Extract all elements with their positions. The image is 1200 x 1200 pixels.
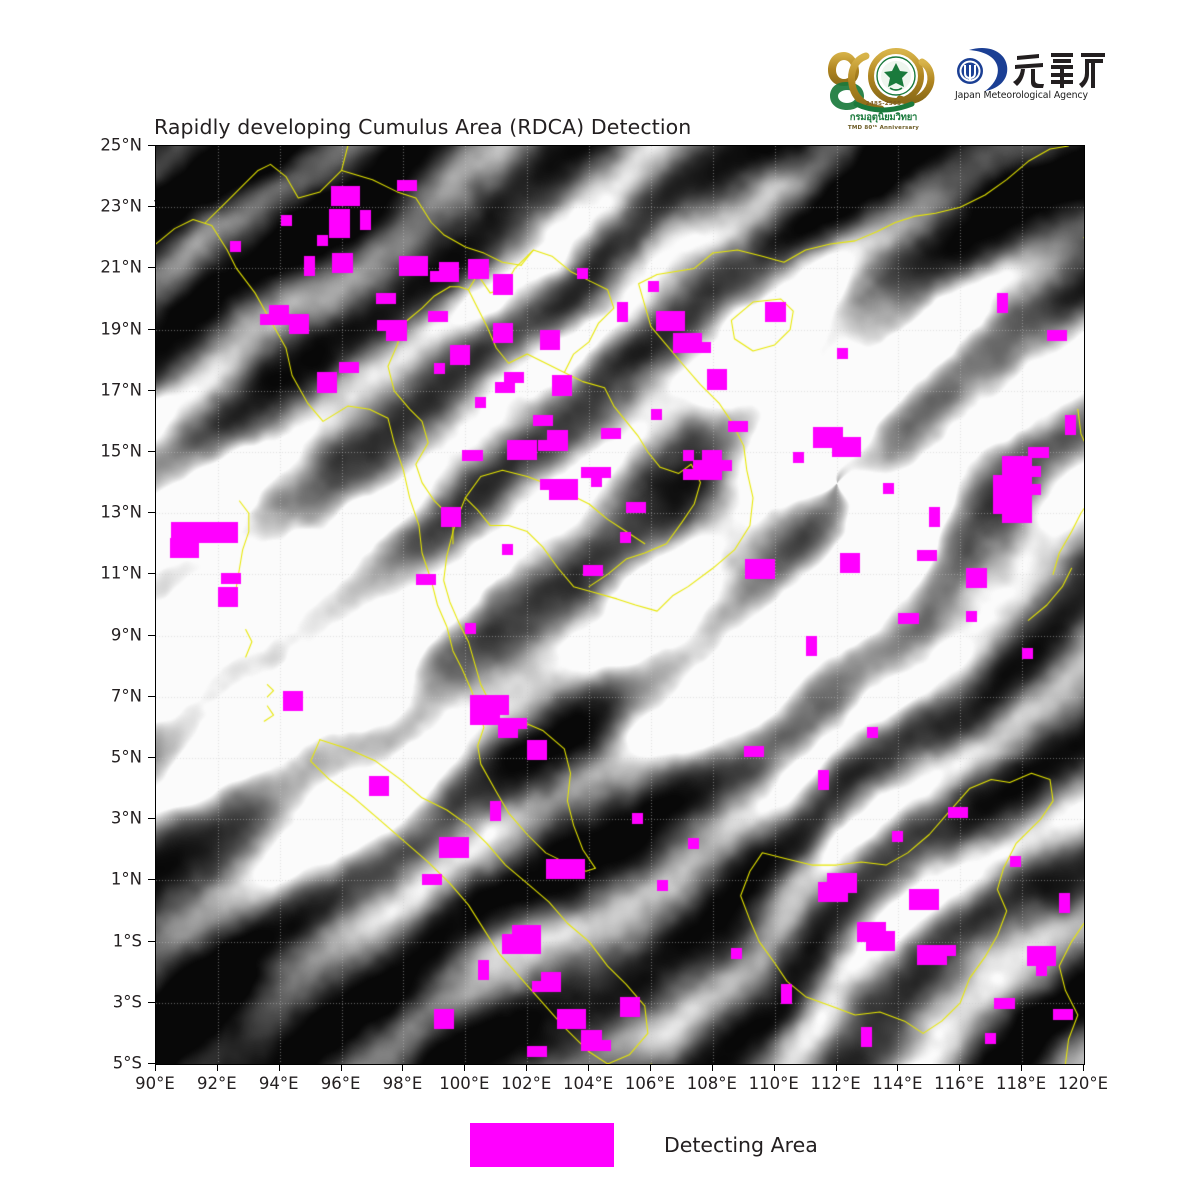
y-axis-label: 17°N (100, 380, 142, 400)
y-axis-tick (148, 940, 155, 942)
page-header: Rapidly developing Cumulus Area (RDCA) D… (0, 0, 1200, 301)
y-axis-tick (148, 267, 155, 269)
y-axis-tick (148, 451, 155, 452)
x-axis-label: 104°E (562, 1074, 614, 1093)
y-axis-label: 9°N (110, 625, 142, 645)
x-axis-tick (526, 1064, 528, 1071)
tmd-thai-name: กรมอุตุนิยมวิทยา (849, 112, 918, 123)
y-axis-label: 3°N (110, 808, 142, 828)
x-axis-tick (1021, 1064, 1023, 1071)
y-axis-label: 19°N (100, 319, 142, 339)
x-axis-tick (711, 1064, 713, 1071)
himawari-ir-detection-map (156, 146, 1084, 1064)
jma-logo: Japan Meteorological Agency (955, 46, 1105, 110)
x-axis-tick (155, 1064, 156, 1071)
x-axis-label: 120°E (1057, 1074, 1109, 1093)
x-axis-label: 106°E (624, 1074, 676, 1093)
y-axis-label: 11°N (100, 563, 142, 583)
x-axis-tick (216, 1064, 218, 1071)
y-axis-label: 23°N (100, 196, 142, 216)
y-axis-tick (148, 818, 155, 820)
y-axis-tick (148, 757, 155, 758)
legend: Detecting Area (470, 1123, 818, 1167)
x-axis-label: 116°E (934, 1074, 985, 1093)
y-axis-tick (148, 145, 155, 146)
x-axis-label: 118°E (996, 1074, 1047, 1093)
y-axis-label: 5°N (110, 747, 142, 767)
satellite-map-plot (155, 145, 1085, 1065)
y-axis-tick (148, 573, 155, 575)
jma-emblem-icon (957, 47, 1105, 91)
x-axis-tick (959, 1064, 961, 1071)
x-axis-label: 110°E (748, 1074, 799, 1093)
x-axis-label: 102°E (501, 1074, 552, 1093)
x-axis-label: 98°E (382, 1074, 423, 1093)
x-axis-tick (340, 1064, 342, 1071)
y-axis-tick (148, 206, 155, 208)
y-axis-label: 15°N (100, 441, 142, 461)
x-axis-tick (402, 1064, 404, 1071)
y-axis-tick (148, 1063, 155, 1064)
x-axis-tick (649, 1064, 651, 1071)
y-axis-tick (148, 1001, 155, 1003)
x-axis-label: 92°E (197, 1074, 237, 1093)
legend-label-detecting-area: Detecting Area (664, 1133, 818, 1157)
tmd-logo: 2485-2565 กรมอุตุนิยมวิทยา TMD 80ᵗʰ Anni… (826, 46, 941, 138)
jma-subtitle: Japan Meteorological Agency (955, 90, 1089, 101)
title-line-product: Rapidly developing Cumulus Area (RDCA) D… (154, 115, 692, 139)
y-axis-label: 13°N (100, 502, 142, 522)
y-axis-label: 7°N (110, 686, 142, 706)
x-axis-tick (897, 1064, 899, 1071)
x-axis-tick (588, 1064, 590, 1071)
y-axis-label: 5°S (112, 1053, 142, 1073)
y-axis-label: 3°S (112, 992, 142, 1012)
x-axis-tick (1083, 1064, 1084, 1071)
x-axis-label: 108°E (686, 1074, 737, 1093)
y-axis-label: 25°N (100, 135, 142, 155)
x-axis-tick (835, 1064, 837, 1071)
x-axis-label: 90°E (135, 1074, 175, 1093)
tmd-anniversary-label: TMD 80ᵗʰ Anniversary (847, 125, 920, 131)
x-axis-tick (464, 1064, 466, 1071)
y-axis-label: 21°N (100, 257, 142, 277)
tmd-80-emblem-icon (828, 48, 935, 113)
x-axis-label: 94°E (258, 1074, 299, 1093)
x-axis-label: 100°E (439, 1074, 490, 1093)
y-axis-tick (148, 634, 155, 636)
x-axis-tick (278, 1064, 280, 1071)
logo-group: 2485-2565 กรมอุตุนิยมวิทยา TMD 80ᵗʰ Anni… (826, 46, 1105, 138)
y-axis-label: 1°S (112, 931, 142, 951)
y-axis-tick (148, 512, 155, 514)
y-axis-label: 1°N (110, 869, 142, 889)
x-axis-label: 114°E (872, 1074, 923, 1093)
x-axis-label: 96°E (320, 1074, 361, 1093)
x-axis-tick (773, 1064, 775, 1071)
x-axis-label: 112°E (810, 1074, 861, 1093)
y-axis-tick (148, 328, 155, 330)
y-axis-tick (148, 389, 155, 391)
y-axis-tick (148, 879, 155, 881)
y-axis-tick (148, 695, 155, 697)
legend-swatch-detecting-area (470, 1123, 614, 1167)
tmd-years-label: 2485-2565 (865, 101, 902, 107)
